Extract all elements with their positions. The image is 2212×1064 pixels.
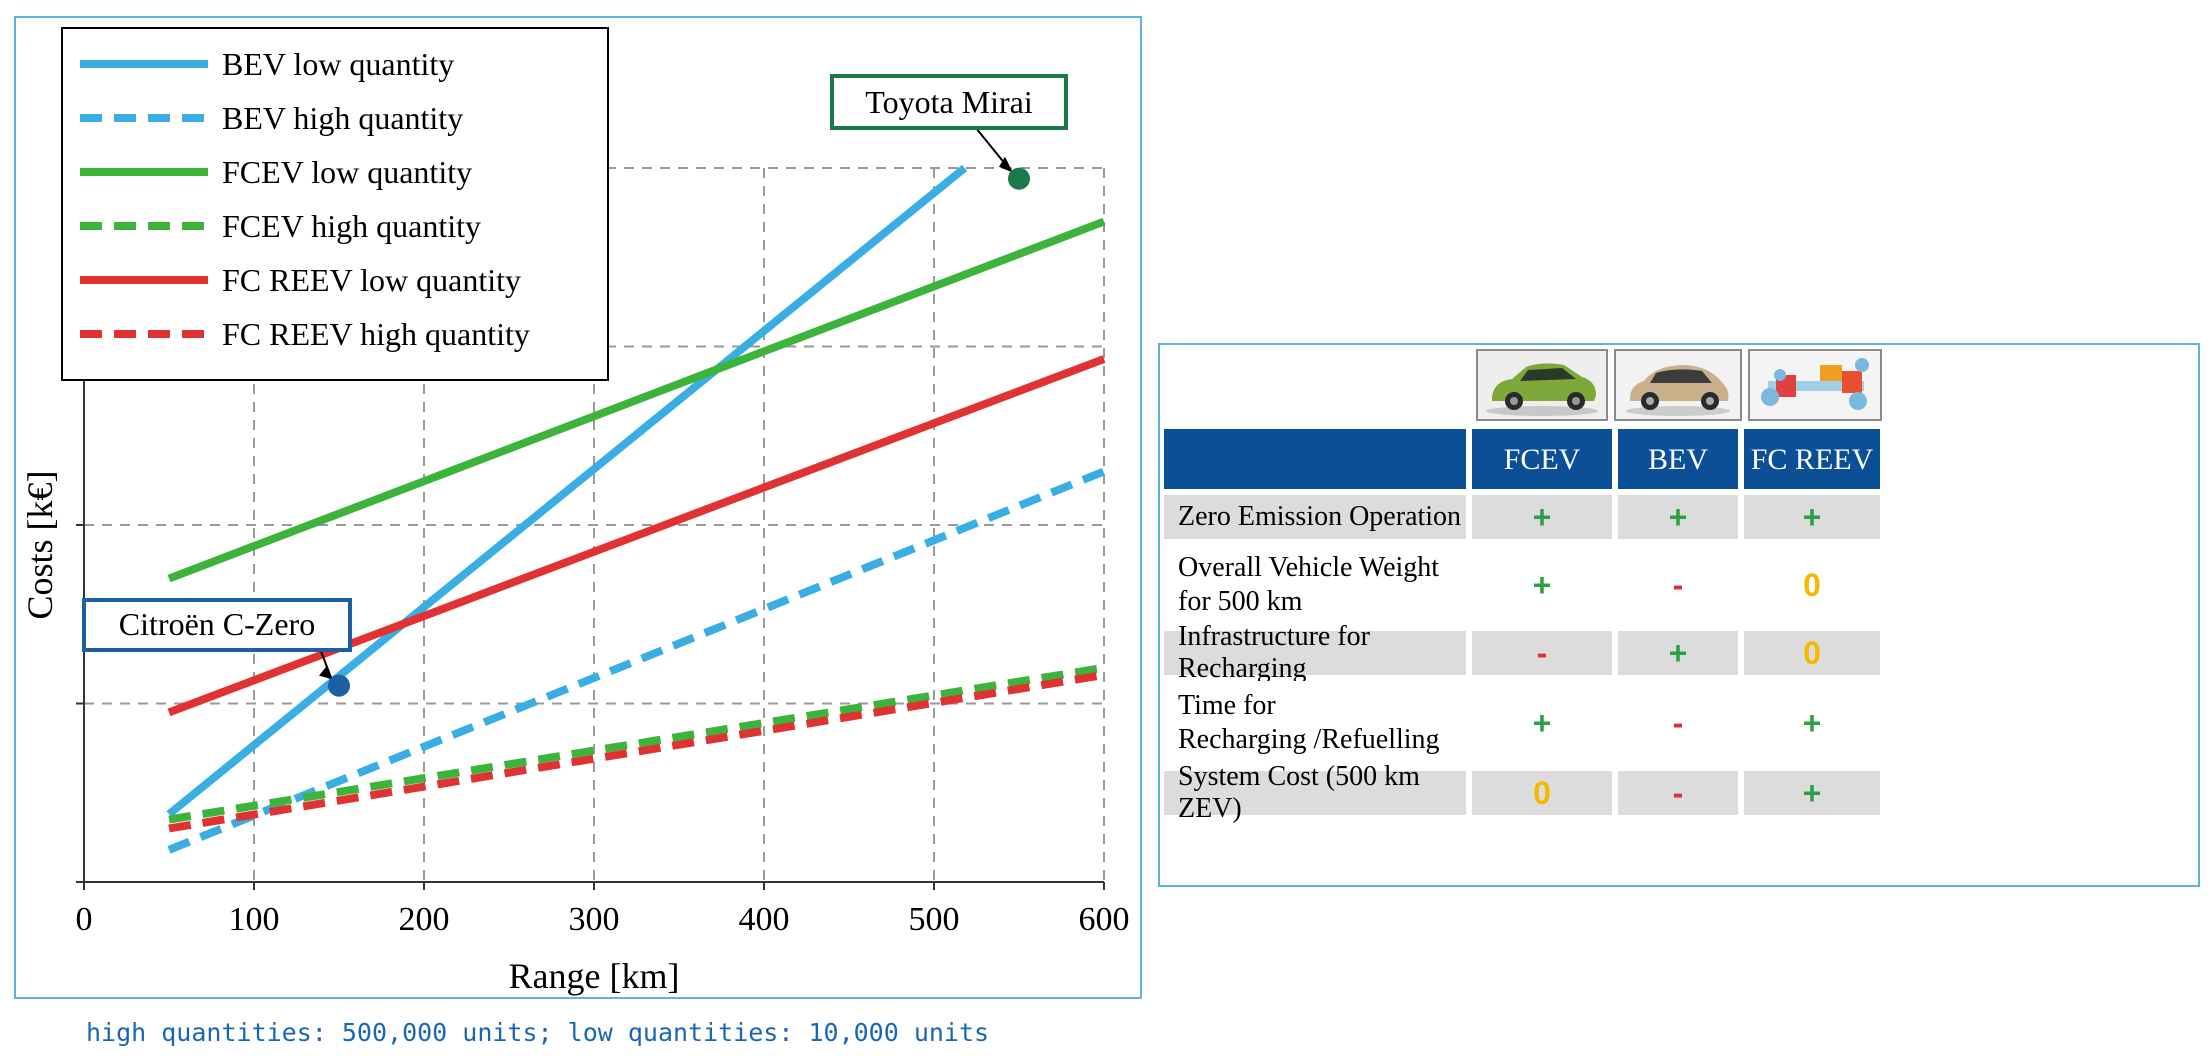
value-cell: 0 [1744, 545, 1880, 625]
rating-symbol: + [1802, 498, 1822, 535]
x-tick-label: 300 [569, 901, 620, 938]
value-cell: + [1472, 495, 1612, 539]
row-label-zero-emission: Zero Emission Operation [1164, 495, 1466, 539]
rating-symbol: + [1668, 498, 1688, 535]
series-line [167, 355, 1106, 717]
cost-range-chart-panel: 0 100 200 300 400 500 600 Range [km] Costs [k€] T… [14, 16, 1142, 999]
legend-label: BEV high quantity [222, 100, 463, 136]
row-label-system-cost: System Cost (500 km ZEV) [1164, 761, 1466, 824]
legend-box [61, 27, 609, 381]
rating-symbol: - [1672, 774, 1684, 811]
row-label-recharging-time: Time for Recharging /Refuelling [1164, 681, 1466, 765]
annotation-box [830, 74, 1068, 130]
series-line [168, 663, 1105, 824]
column-header-bev: BEV [1618, 429, 1738, 489]
rating-symbol: + [1668, 634, 1688, 671]
toyota-mirai-point [1008, 167, 1030, 190]
value-cell: + [1472, 545, 1612, 625]
value-cell: - [1472, 631, 1612, 675]
annotation-label-toyota-mirai: Toyota Mirai [865, 84, 1033, 120]
rating-symbol: - [1672, 704, 1684, 741]
value-cell: - [1618, 681, 1738, 765]
row-label-infrastructure: Infrastructure for Recharging [1164, 621, 1466, 684]
value-cell: + [1744, 495, 1880, 539]
x-tick-label: 100 [229, 901, 280, 938]
rating-symbol: + [1532, 498, 1552, 535]
series-line [168, 670, 1105, 833]
vehicle-comparison-table: FCEV BEV FC REEV Zero Emission Operation… [1158, 343, 2200, 887]
annotation-arrowhead [319, 665, 333, 680]
rating-symbol: - [1672, 566, 1684, 603]
fcev-car-image [1476, 349, 1608, 421]
x-axis-label: Range [km] [509, 956, 680, 996]
value-cell: + [1744, 771, 1880, 815]
value-cell: + [1744, 681, 1880, 765]
value-cell: + [1618, 631, 1738, 675]
x-tick-label: 500 [909, 901, 960, 938]
rating-symbol: + [1802, 774, 1822, 811]
footnote: high quantities: 500,000 units; low quan… [86, 1018, 990, 1047]
column-header-fc-reev: FC REEV [1744, 429, 1880, 489]
annotation-arrowhead [999, 156, 1013, 173]
y-axis-label: Costs [k€] [20, 470, 60, 619]
legend-label: BEV low quantity [222, 46, 454, 82]
rating-symbol: - [1536, 634, 1548, 671]
annotation-box [82, 598, 352, 652]
value-cell: + [1618, 495, 1738, 539]
x-tick-label: 600 [1079, 901, 1130, 938]
rating-symbol: + [1532, 704, 1552, 741]
legend-label: FC REEV high quantity [222, 316, 530, 352]
rating-symbol: 0 [1803, 634, 1821, 671]
x-tick-label: 400 [739, 901, 790, 938]
legend-label: FCEV low quantity [222, 154, 472, 190]
header-blank [1164, 429, 1466, 489]
x-tick-label: 0 [76, 901, 93, 938]
series-line [166, 164, 968, 818]
cost-range-chart: 0 100 200 300 400 500 600 Range [km] Costs [k€] T… [20, 27, 1130, 996]
x-tick-label: 200 [399, 901, 450, 938]
rating-symbol: + [1532, 566, 1552, 603]
value-cell: - [1618, 771, 1738, 815]
annotation-label-citroen-c-zero: Citroën C-Zero [119, 606, 315, 642]
legend-label: FC REEV low quantity [222, 262, 521, 298]
fc-reev-powertrain-image [1748, 349, 1882, 421]
value-cell: + [1472, 681, 1612, 765]
series-line [167, 217, 1106, 583]
column-header-fcev: FCEV [1472, 429, 1612, 489]
citroen-c-zero-point [328, 674, 350, 697]
legend-label: FCEV high quantity [222, 208, 481, 244]
value-cell: - [1618, 545, 1738, 625]
rating-symbol: 0 [1803, 566, 1821, 603]
rating-symbol: 0 [1533, 774, 1551, 811]
rating-symbol: + [1802, 704, 1822, 741]
bev-car-image [1614, 349, 1742, 421]
value-cell: 0 [1472, 771, 1612, 815]
row-label-vehicle-weight: Overall Vehicle Weight for 500 km [1164, 545, 1466, 625]
value-cell: 0 [1744, 631, 1880, 675]
